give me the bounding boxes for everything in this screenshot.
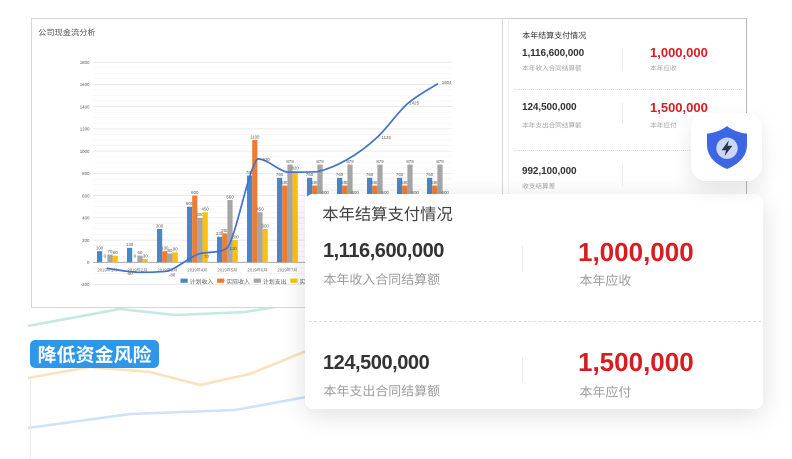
svg-text:70: 70 [108,249,113,254]
svg-text:-90: -90 [127,271,134,276]
svg-text:930: 930 [263,157,271,162]
svg-text:560: 560 [226,194,234,199]
svg-text:879: 879 [286,159,294,164]
svg-text:70: 70 [204,254,209,259]
svg-text:2: 2 [141,267,144,272]
svg-text:760: 760 [366,172,374,177]
svg-text:6: 6 [261,267,264,272]
svg-text:2019: 2019 [97,267,107,272]
svg-text:2019: 2019 [217,267,227,272]
svg-text:4: 4 [201,267,204,272]
svg-text:-200: -200 [81,282,90,287]
svg-text:800: 800 [82,171,90,176]
svg-text:760: 760 [426,172,434,177]
svg-text:600: 600 [352,190,360,195]
svg-text:879: 879 [406,159,414,164]
svg-text:780: 780 [246,170,254,175]
svg-text:500: 500 [186,201,194,206]
svg-text:600: 600 [442,190,450,195]
svg-text:1600: 1600 [80,82,90,87]
svg-text:1800: 1800 [80,60,90,65]
svg-text:1200: 1200 [80,127,90,132]
svg-text:600: 600 [82,193,90,198]
svg-text:200: 200 [232,235,240,240]
svg-text:879: 879 [316,159,324,164]
svg-text:400: 400 [196,212,204,217]
svg-text:5: 5 [231,267,234,272]
svg-text:130: 130 [126,242,134,247]
svg-text:400: 400 [82,216,90,221]
svg-text:760: 760 [336,172,344,177]
svg-text:1100: 1100 [250,134,260,139]
svg-text:0: 0 [134,253,137,258]
svg-text:760: 760 [276,172,284,177]
svg-text:200: 200 [82,238,90,243]
svg-text:690: 690 [341,180,349,185]
svg-text:7: 7 [291,267,294,272]
svg-text:879: 879 [376,159,384,164]
svg-text:2019: 2019 [187,267,197,272]
svg-text:760: 760 [396,172,404,177]
svg-text:230: 230 [216,231,224,236]
svg-text:760: 760 [306,172,314,177]
svg-text:1000: 1000 [80,149,90,154]
svg-text:690: 690 [281,180,289,185]
svg-text:600: 600 [412,190,420,195]
svg-text:300: 300 [262,223,270,228]
svg-text:90: 90 [173,247,178,252]
svg-text:690: 690 [371,180,379,185]
svg-text:1425: 1425 [409,101,419,106]
svg-text:80: 80 [168,248,173,253]
svg-text:879: 879 [436,159,444,164]
svg-text:600: 600 [322,190,330,195]
svg-text:0: 0 [104,253,107,258]
svg-text:300: 300 [156,223,164,228]
svg-text:2019: 2019 [277,267,287,272]
svg-text:690: 690 [401,180,409,185]
svg-text:100: 100 [96,246,104,251]
svg-text:-80: -80 [169,272,176,277]
svg-text:690: 690 [431,180,439,185]
svg-text:100: 100 [161,246,169,251]
svg-text:30: 30 [143,253,148,258]
svg-text:820: 820 [292,166,300,171]
svg-text:1604: 1604 [442,80,452,85]
svg-text:1400: 1400 [80,104,90,109]
svg-text:2019: 2019 [247,267,257,272]
svg-text:2019: 2019 [157,267,167,272]
svg-text:600: 600 [191,190,199,195]
svg-text:600: 600 [382,190,390,195]
svg-text:260: 260 [221,228,229,233]
svg-text:450: 450 [202,207,210,212]
svg-text:1126: 1126 [382,135,392,140]
svg-text:450: 450 [256,207,264,212]
svg-text:0: 0 [87,260,90,265]
svg-text:879: 879 [346,159,354,164]
svg-text:2019: 2019 [127,267,137,272]
svg-text:60: 60 [138,250,143,255]
svg-text:130: 130 [230,246,238,251]
svg-text:60: 60 [113,250,118,255]
svg-text:690: 690 [311,180,319,185]
